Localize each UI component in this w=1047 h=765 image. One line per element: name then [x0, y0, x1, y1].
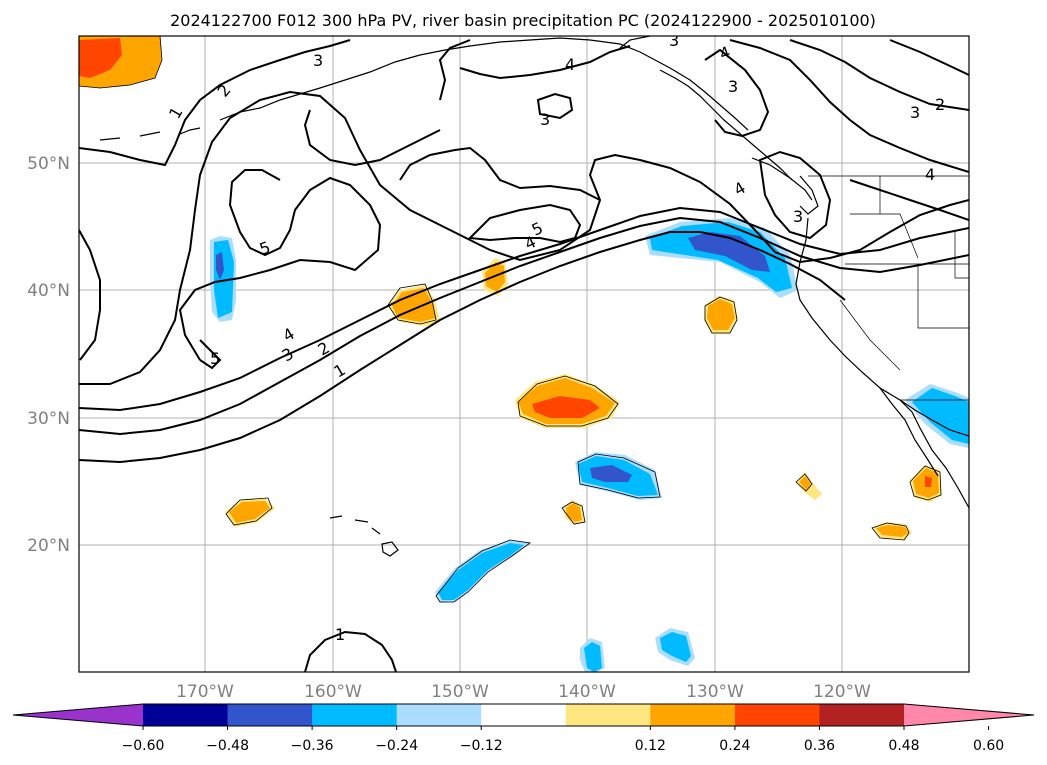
pv-contour-3 [79, 206, 969, 412]
contour-label: 3 [728, 77, 738, 96]
political-borders [808, 175, 969, 401]
lon-label: 120°W [813, 682, 871, 702]
pv-contour-4 [79, 90, 969, 385]
colorbar-tick-label: 0.36 [804, 738, 835, 754]
lon-label: 140°W [558, 682, 616, 702]
colorbar-bin [565, 704, 651, 726]
contour-label: 4 [925, 165, 935, 184]
colorbar-bin [396, 704, 482, 726]
lat-label: 50°N [27, 154, 70, 174]
pv-contour-1 [79, 231, 846, 464]
colorbar-tick-label: −0.60 [122, 738, 165, 754]
colorbar-bin [650, 704, 736, 726]
colorbar-tick-label: −0.24 [375, 738, 418, 754]
lat-labels: 50°N 40°N 30°N 20°N [27, 154, 70, 556]
precip-positive-core [79, 38, 122, 78]
colorbar-bin [819, 704, 905, 726]
map-area [79, 36, 969, 672]
lon-label: 160°W [304, 682, 362, 702]
contour-label: 1 [335, 625, 345, 644]
lon-label: 150°W [431, 682, 489, 702]
lat-label: 20°N [27, 536, 70, 556]
contour-label: 3 [910, 103, 920, 122]
colorbar-over-extension [904, 704, 1034, 726]
colorbar-bin [312, 704, 398, 726]
colorbar-bin [227, 704, 313, 726]
contour-label: 2 [935, 95, 945, 114]
lon-label: 130°W [686, 682, 744, 702]
colorbar-bin [143, 704, 229, 726]
contour-label: 3 [540, 110, 550, 129]
pv-contour-1 [304, 630, 397, 672]
contour-label: 3 [313, 51, 323, 70]
colorbar-tick-label: −0.36 [291, 738, 334, 754]
colorbar-bin [734, 704, 820, 726]
colorbar-tick-label: 0.12 [635, 738, 666, 754]
colorbar-tick-label: 0.60 [973, 738, 1004, 754]
lat-label: 30°N [27, 409, 70, 429]
lon-labels: 170°W 160°W 150°W 140°W 130°W 120°W [176, 682, 871, 702]
contour-label: 5 [210, 349, 220, 368]
colorbar-tick-label: −0.48 [206, 738, 249, 754]
colorbar-tick-label: 0.24 [719, 738, 750, 754]
contour-label: 3 [669, 31, 679, 50]
colorbar-tick-label: 0.48 [888, 738, 919, 754]
colorbar: −0.60 −0.48 −0.36 −0.24 −0.12 0.12 0.24 0.36 0.4… [12, 703, 1035, 754]
pv-contour-5 [178, 169, 382, 361]
colorbar-under-extension [13, 704, 143, 726]
colorbar-bin [481, 704, 567, 726]
colorbar-tick-label: −0.12 [460, 738, 503, 754]
contour-label: 4 [565, 55, 575, 74]
contour-label: 3 [793, 207, 803, 226]
lon-label: 170°W [176, 682, 234, 702]
pv-contours [79, 39, 969, 672]
lat-label: 40°N [27, 281, 70, 301]
precip-outlines [79, 36, 942, 603]
map-title: 2024122700 F012 300 hPa PV, river basin … [170, 11, 876, 30]
map-frame [78, 35, 970, 673]
